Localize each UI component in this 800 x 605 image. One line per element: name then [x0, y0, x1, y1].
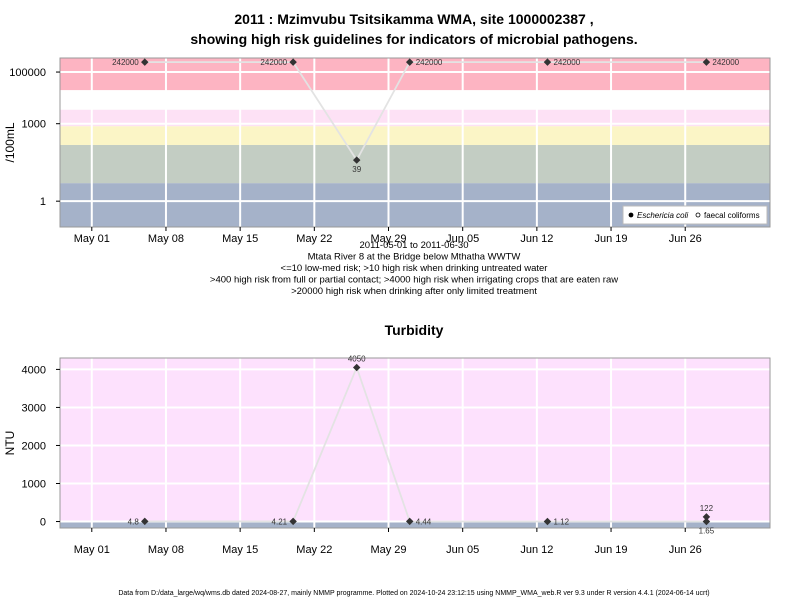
y-axis-label: /100mL [3, 122, 17, 162]
x-tick-label: Jun 12 [520, 233, 553, 245]
data-point [702, 58, 711, 66]
caption-line: 2011-05-01 to 2011-06-30 [360, 240, 469, 251]
footer-note: Data from D:/data_large/wq/wms.db dated … [118, 590, 709, 597]
x-tick-label: Jun 19 [595, 233, 628, 245]
x-tick-label: May 15 [222, 233, 258, 245]
y-tick-label: 1000 [22, 119, 46, 131]
data-label: 122 [700, 504, 714, 513]
caption-line: Mtata River 8 at the Bridge below Mthath… [308, 252, 521, 263]
data-point [702, 517, 711, 526]
data-label: 39 [352, 165, 361, 174]
x-tick-label: May 22 [296, 544, 332, 556]
data-label: 242000 [260, 58, 287, 67]
x-tick-label: May 08 [148, 544, 184, 556]
y-tick-label: 3000 [22, 402, 46, 414]
x-tick-label: May 01 [74, 233, 110, 245]
x-tick-label: Jun 26 [669, 233, 702, 245]
x-tick-label: May 08 [148, 233, 184, 245]
x-tick-label: May 29 [370, 233, 406, 245]
x-tick-label: May 01 [74, 544, 110, 556]
caption-line: <=10 low-med risk; >10 high risk when dr… [281, 263, 548, 274]
caption-line: >400 high risk from full or partial cont… [210, 275, 618, 286]
x-tick-label: Jun 12 [520, 544, 553, 556]
legend-box [622, 205, 768, 225]
x-tick-label: Jun 26 [669, 544, 702, 556]
data-point [405, 58, 414, 66]
x-tick-label: May 15 [222, 544, 258, 556]
data-point [352, 363, 361, 372]
y-tick-label: 100000 [9, 67, 46, 79]
legend-entry: Eschericia coli [637, 211, 688, 220]
data-point [289, 517, 297, 526]
risk-band [60, 58, 770, 91]
data-label: 242000 [112, 58, 139, 67]
chart-title: 2011 : Mzimvubu Tsitsikamma WMA, site 10… [234, 11, 593, 27]
y-tick-label: 2000 [22, 440, 46, 452]
data-point [141, 58, 149, 66]
risk-band [60, 109, 770, 127]
x-tick-label: Jun 05 [446, 233, 479, 245]
legend-marker-open [695, 212, 701, 218]
y-tick-label: 1000 [22, 479, 46, 491]
plot-frame [59, 57, 771, 228]
y-axis-label: NTU [3, 431, 17, 456]
data-label: 242000 [416, 58, 443, 67]
legend-entry: faecal coliforms [704, 211, 760, 220]
risk-band [60, 358, 770, 522]
risk-band [60, 90, 770, 110]
series-line [144, 364, 707, 523]
data-point [543, 58, 552, 66]
data-point [141, 517, 149, 526]
legend-marker-filled [628, 212, 634, 218]
data-label: 1.12 [553, 517, 569, 526]
chart-subtitle: showing high risk guidelines for indicat… [190, 31, 637, 47]
risk-band [60, 521, 770, 528]
data-label: 4050 [348, 355, 366, 364]
data-label: 4.21 [272, 517, 288, 526]
x-tick-label: Jun 05 [446, 544, 479, 556]
risk-band [60, 144, 770, 184]
data-label: 242000 [553, 58, 580, 67]
series-line [144, 61, 707, 162]
x-tick-label: Jun 19 [595, 544, 628, 556]
microbial-panel: 2011 : Mzimvubu Tsitsikamma WMA, site 10… [3, 11, 771, 297]
data-point [289, 58, 297, 66]
data-label: 1.65 [699, 526, 715, 535]
caption-line: >20000 high risk when drinking after onl… [291, 286, 537, 297]
data-point [352, 156, 361, 164]
data-label: 242000 [712, 58, 739, 67]
risk-band [60, 126, 770, 145]
plot-frame [59, 357, 771, 529]
x-tick-label: May 29 [370, 544, 406, 556]
data-label: 4.8 [128, 517, 140, 526]
y-tick-label: 1 [40, 196, 46, 208]
data-point [405, 517, 414, 526]
x-tick-label: May 22 [296, 233, 332, 245]
y-tick-label: 0 [40, 517, 46, 529]
data-label: 4.44 [416, 517, 432, 526]
y-tick-label: 4000 [22, 364, 46, 376]
data-point [543, 517, 552, 526]
turbidity-panel: Turbidity May 01 May 08 May 15 May 22 May 29 J… [3, 322, 771, 556]
chart-title: Turbidity [385, 322, 444, 338]
